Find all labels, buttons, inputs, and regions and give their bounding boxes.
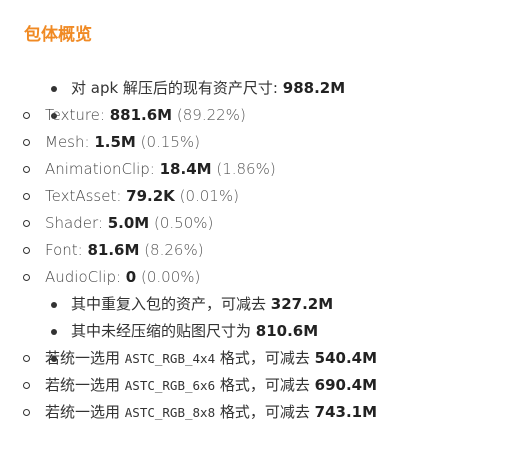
list-item-asset: Mesh: 1.5M (0.15%) [0,129,530,156]
format-options: 若统一选用 ASTC_RGB_4x4 格式，可减去 540.4M 若统一选用 A… [0,345,530,426]
asset-value: 18.4M [159,160,212,178]
option-value: 743.1M [314,403,378,421]
option-suffix: 格式，可减去 [215,349,315,367]
list-item-format-option: 若统一选用 ASTC_RGB_8x8 格式，可减去 743.1M [0,399,530,426]
total-value: 988.2M [282,79,346,97]
format-code: ASTC_RGB_8x8 [124,405,216,420]
list-item-uncompressed: 其中未经压缩的贴图尺寸为 810.6M [0,318,530,345]
asset-label: Mesh: [45,133,95,151]
list-item-asset: AnimationClip: 18.4M (1.86%) [0,156,530,183]
list-item-duplicate: 其中重复入包的资产，可减去 327.2M [0,291,530,318]
asset-list: Texture: 881.6M (89.22%) Mesh: 1.5M (0.1… [0,102,530,291]
option-prefix: 若统一选用 [45,349,125,367]
option-prefix: 若统一选用 [45,376,125,394]
format-option-list: 若统一选用 ASTC_RGB_4x4 格式，可减去 540.4M 若统一选用 A… [0,345,530,426]
asset-value: 0 [125,268,137,286]
option-value: 690.4M [314,376,378,394]
list-item-asset: Shader: 5.0M (0.50%) [0,210,530,237]
asset-label: AnimationClip: [45,160,160,178]
list-item-format-option: 若统一选用 ASTC_RGB_6x6 格式，可减去 690.4M [0,372,530,399]
option-value: 540.4M [314,349,378,367]
asset-percent: (89.22%) [176,106,246,124]
asset-label: Font: [45,241,88,259]
asset-value: 881.6M [109,106,173,124]
asset-label: Shader: [45,214,108,232]
asset-label: AudioClip: [45,268,126,286]
asset-percent: (1.86%) [216,160,276,178]
format-code: ASTC_RGB_6x6 [124,378,216,393]
uncompressed-label: 其中未经压缩的贴图尺寸为 [71,322,256,340]
asset-percent: (8.26%) [144,241,204,259]
format-code: ASTC_RGB_4x4 [124,351,216,366]
duplicate-label: 其中重复入包的资产，可减去 [71,295,271,313]
asset-value: 79.2K [126,187,175,205]
list-item-asset: TextAsset: 79.2K (0.01%) [0,183,530,210]
list-item-asset: Texture: 881.6M (89.22%) [0,102,530,129]
asset-percent: (0.01%) [179,187,239,205]
list-item-format-option: 若统一选用 ASTC_RGB_4x4 格式，可减去 540.4M [0,345,530,372]
list-item-asset: Font: 81.6M (8.26%) [0,237,530,264]
option-suffix: 格式，可减去 [215,376,315,394]
asset-breakdown: Texture: 881.6M (89.22%) Mesh: 1.5M (0.1… [0,102,530,291]
asset-label: Texture: [45,106,110,124]
asset-value: 81.6M [87,241,140,259]
asset-value: 5.0M [107,214,150,232]
asset-percent: (0.00%) [141,268,201,286]
duplicate-value: 327.2M [270,295,334,313]
asset-label: TextAsset: [45,187,127,205]
asset-value: 1.5M [94,133,136,151]
list-item-asset: AudioClip: 0 (0.00%) [0,264,530,291]
section-title: 包体概览 [24,25,92,45]
option-suffix: 格式，可减去 [215,403,315,421]
option-prefix: 若统一选用 [45,403,125,421]
total-label: 对 apk 解压后的现有资产尺寸: [71,79,283,97]
asset-percent: (0.15%) [140,133,200,151]
list-item-total: 对 apk 解压后的现有资产尺寸: 988.2M [0,75,530,102]
asset-percent: (0.50%) [153,214,214,232]
uncompressed-value: 810.6M [255,322,319,340]
overview-list: 对 apk 解压后的现有资产尺寸: 988.2M Texture: 881.6M… [0,75,530,426]
